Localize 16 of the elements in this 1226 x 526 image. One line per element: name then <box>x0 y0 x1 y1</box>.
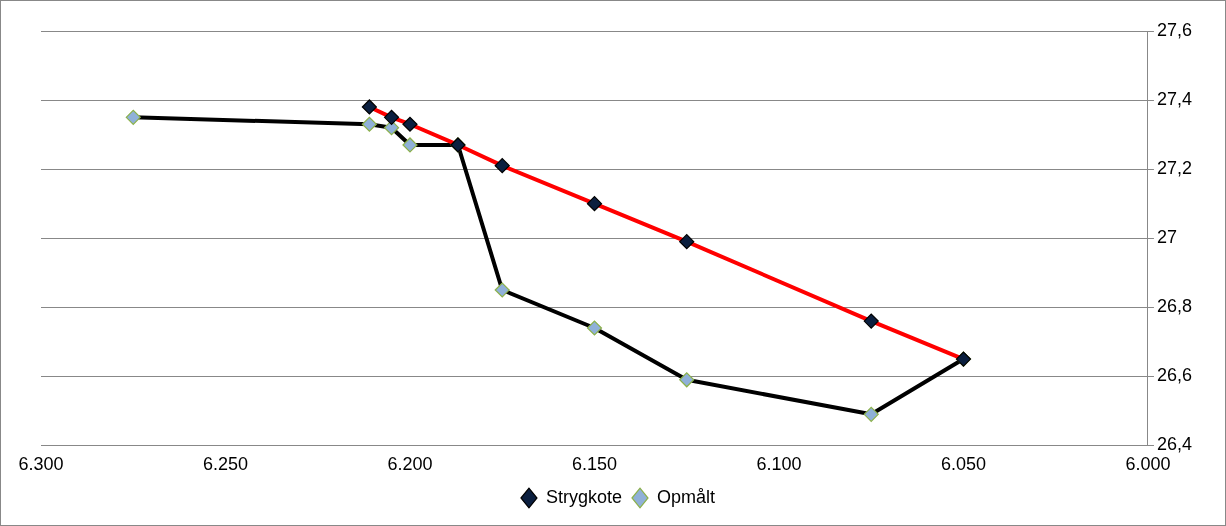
y-tick-label: 27 <box>1156 227 1177 248</box>
x-tick-label: 6.200 <box>387 454 433 475</box>
x-tick-label: 6.250 <box>202 454 249 475</box>
y-tick-label: 26,4 <box>1156 434 1193 455</box>
y-tick-label: 27,4 <box>1156 89 1193 110</box>
y-tick-label: 27,2 <box>1156 158 1193 179</box>
x-tick-label: 6.100 <box>756 454 802 475</box>
x-tick-label: 6.300 <box>18 454 64 475</box>
y-tick-label: 26,6 <box>1156 365 1193 386</box>
legend-label: Opmålt <box>657 486 716 507</box>
y-tick-label: 27,6 <box>1156 19 1193 40</box>
x-tick-label: 6.150 <box>571 454 618 475</box>
legend-label: Strygkote <box>545 486 623 507</box>
x-tick-label: 6.050 <box>940 454 986 475</box>
x-tick-label: 6.000 <box>1125 454 1171 475</box>
y-tick-label: 26,8 <box>1156 296 1193 317</box>
